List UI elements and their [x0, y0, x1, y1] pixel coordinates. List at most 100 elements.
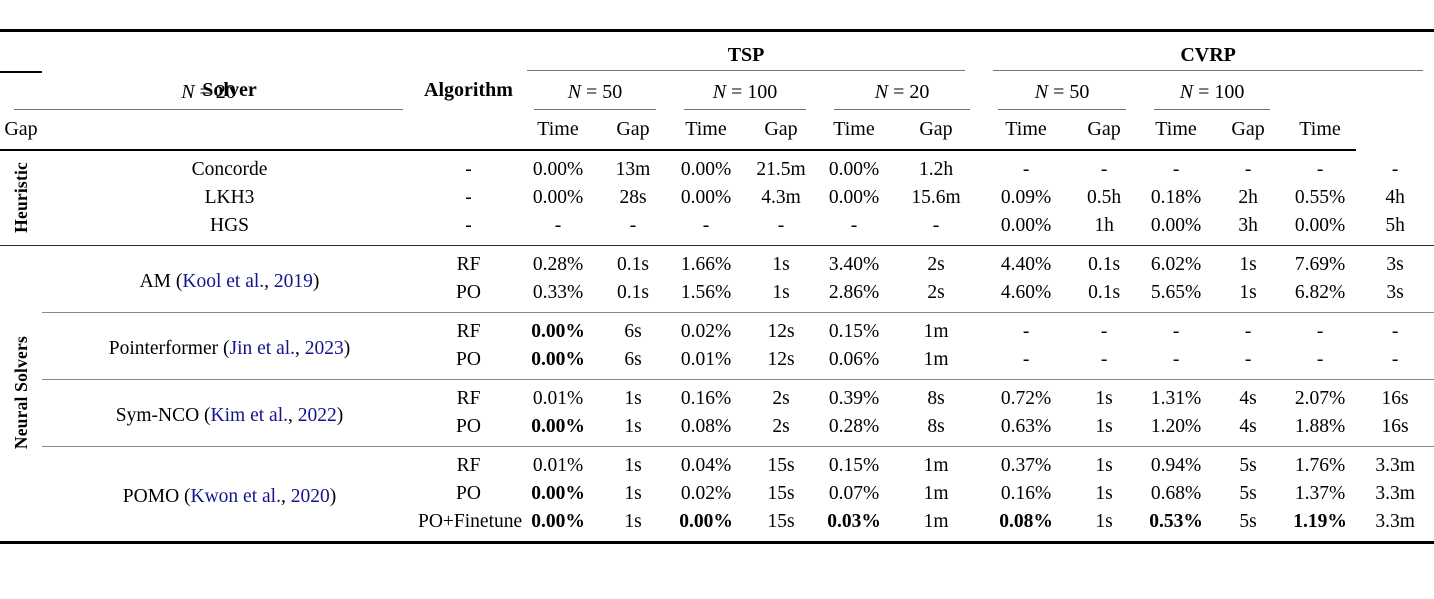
cvrp-label: CVRP [993, 33, 1424, 71]
metric-header: Time [520, 111, 596, 151]
solver-name-text: , [264, 270, 274, 292]
metric-header: Gap [742, 111, 820, 151]
time-cell: 8s [888, 379, 985, 413]
time-cell: 1s [1068, 446, 1141, 480]
time-cell: 5s [1239, 511, 1257, 532]
time-cell: 1s [596, 379, 670, 413]
time-cell: 3.3m [1375, 483, 1415, 504]
table-row: PO 0.00% 1s 0.08% 2s 0.28% 8s 0.63% 1s 1.20% 4s 1.8… [0, 413, 1434, 447]
gap-cell: 0.01% [520, 446, 596, 480]
solver-name: HGS [42, 212, 417, 246]
gap-cell: - [984, 312, 1069, 346]
metric-header: Gap [596, 111, 670, 151]
time-cell: - [742, 212, 820, 246]
gap-cell: 2.86% [828, 282, 880, 303]
citation-link[interactable]: Kwon et al. [190, 485, 281, 507]
solver-name-text: ) [343, 337, 351, 359]
gap-cell: 0.01% [520, 379, 596, 413]
time-cell: - [596, 212, 670, 246]
algorithm-cell: PO [456, 282, 481, 303]
time-cell: 1s [772, 254, 790, 275]
time-cell: 1m [888, 446, 985, 480]
time-cell: 1h [1068, 212, 1141, 246]
size-header-row: N = 20 N = 50 N = 100 N = 20 N = 50 N = 100 [0, 72, 1434, 111]
solver-name: AM (Kool et al., 2019) [42, 246, 417, 313]
algorithm-cell: RF [417, 312, 520, 346]
gap-cell: 0.94% [1140, 446, 1213, 480]
gap-cell: 0.68% [1150, 483, 1202, 504]
time-cell: 0.1s [617, 282, 649, 303]
time-cell: 1s [624, 483, 642, 504]
gap-cell: 0.08% [999, 511, 1053, 532]
time-cell: 15s [742, 446, 820, 480]
solver-name-text: , [295, 337, 305, 359]
time-cell: 0.1s [617, 254, 649, 275]
metric-header: Gap [1068, 111, 1141, 151]
time-cell: 16s [1381, 416, 1409, 437]
gap-cell: - [1140, 312, 1213, 346]
time-cell: 4s [1239, 416, 1257, 437]
time-cell: 0.5h [1087, 187, 1122, 208]
table-row: PO 0.00% 1s 0.02% 15s 0.07% 1m 0.16% 1s 0.68% 5s 1.… [0, 480, 1434, 508]
gap-cell: 0.04% [670, 446, 742, 480]
solver-name-text: Concorde [191, 159, 268, 180]
group-label-neural-solvers: Neural Solvers [0, 246, 42, 542]
solver-name-text: ) [336, 404, 344, 426]
time-cell: 28s [619, 187, 647, 208]
time-cell: 16s [1356, 379, 1434, 413]
citation-link[interactable]: 2020 [290, 485, 330, 507]
time-cell: 1s [1095, 483, 1113, 504]
gap-cell: 0.00% [531, 349, 585, 370]
time-cell: 1s [624, 511, 642, 532]
gap-cell: 1.20% [1150, 416, 1202, 437]
time-cell: 15s [767, 483, 795, 504]
gap-cell: 0.28% [828, 416, 880, 437]
citation-link[interactable]: Kim et al. [210, 404, 288, 426]
gap-cell: 0.33% [532, 282, 584, 303]
gap-cell: 0.00% [1140, 212, 1213, 246]
citation-link[interactable]: 2023 [304, 337, 344, 359]
gap-cell: 0.08% [680, 416, 732, 437]
rotated-group-label: Heuristic [11, 161, 31, 233]
size-header: N = 100 [670, 72, 820, 111]
table-row: HGS - - - - - - -0.00% 1h 0.00% 3h 0.00% 5h [0, 212, 1434, 246]
time-cell: 8s [927, 416, 945, 437]
gap-cell: 0.00% [984, 212, 1069, 246]
citation-link[interactable]: Jin et al. [229, 337, 296, 359]
gap-cell: - [1172, 349, 1180, 370]
time-cell: 2s [927, 254, 945, 275]
citation-link[interactable]: Kool et al. [182, 270, 265, 292]
time-cell: 2h [1238, 187, 1258, 208]
gap-cell: 5.65% [1150, 282, 1202, 303]
time-cell: 2s [927, 282, 945, 303]
metric-header: Time [984, 111, 1069, 151]
table-row: Sym-NCO (Kim et al., 2022) RF 0.01% 1s 0.16%… [0, 379, 1434, 447]
time-cell: 12s [742, 312, 820, 346]
solver-name-text: ) [312, 270, 320, 292]
size-label: N = 20 [834, 74, 971, 110]
time-cell: 3.3m [1375, 511, 1415, 532]
time-cell: 1s [1095, 416, 1113, 437]
rotated-group-label: Neural Solvers [11, 335, 31, 450]
time-cell: 1m [923, 349, 949, 370]
citation-link[interactable]: 2019 [273, 270, 313, 292]
gap-cell: 6.02% [1150, 254, 1202, 275]
time-cell: 1s [624, 416, 642, 437]
group-column-header [0, 32, 42, 73]
size-label: N = 50 [998, 74, 1127, 110]
size-header: N = 100 [1140, 72, 1284, 111]
gap-cell: 0.28% [532, 254, 584, 275]
time-cell: 15s [767, 511, 795, 532]
size-label: N = 20 [14, 74, 403, 110]
gap-cell: 1.37% [1294, 483, 1346, 504]
time-cell: 3.3m [1356, 446, 1434, 480]
time-cell: 1.2h [918, 159, 954, 180]
time-cell: 1m [923, 483, 949, 504]
time-cell: - [1100, 159, 1108, 180]
size-header: N = 20 [0, 72, 417, 111]
solver-name: Pointerformer (Jin et al., 2023) [42, 312, 417, 380]
gap-cell: 0.63% [1000, 416, 1052, 437]
size-header: N = 50 [984, 72, 1140, 111]
citation-link[interactable]: 2022 [297, 404, 337, 426]
gap-cell: 0.55% [1294, 187, 1346, 208]
